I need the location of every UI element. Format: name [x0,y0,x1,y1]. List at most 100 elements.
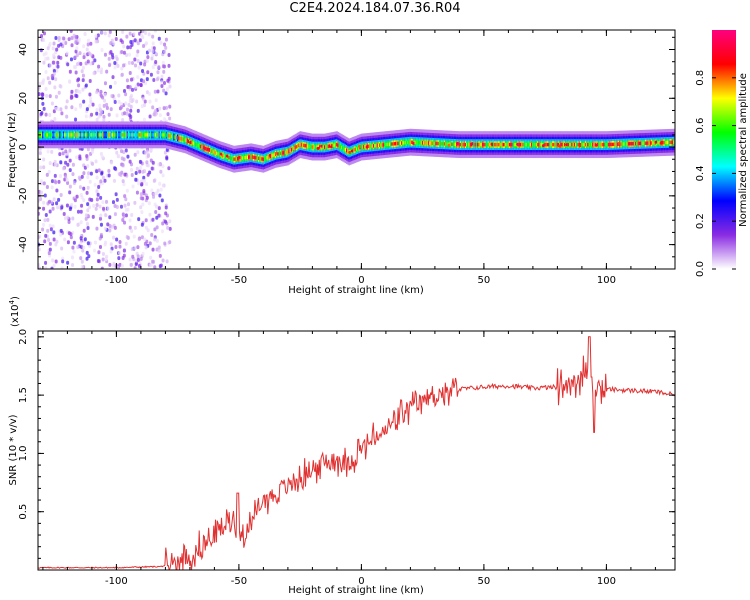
spectrogram-noise-cell [130,229,134,234]
spectrogram-ridge-cell [625,142,627,146]
spectrogram-noise-cell [53,159,57,164]
spectrogram-noise-cell [42,106,46,111]
spectrogram-noise-cell [54,180,58,185]
spectrogram-noise-cell [107,56,111,61]
spectrogram-noise-cell [47,251,51,256]
spectrogram-noise-cell [52,41,56,46]
spectrogram-noise-cell [135,53,139,58]
spectrogram-noise-cell [140,222,144,227]
spectrogram-noise-cell [144,218,148,223]
spectrogram-ridge-cell [284,150,287,155]
spectrogram-ridge-cell [497,142,500,147]
spectrogram-noise-cell [44,213,48,218]
spectrogram-ridge-cell [170,134,173,139]
colorbar-tick-label: 0.8 [695,70,706,86]
spectrogram-noise-cell [80,264,84,269]
spectrogram-ridge-cell [414,140,417,145]
spectrogram-ridge-cell [50,133,53,137]
spectrogram-noise-cell [88,205,92,210]
spectrogram-ridge-cell [646,141,648,145]
spectrogram-noise-cell [70,105,74,110]
spectrogram-ridge-cell [546,142,549,147]
spectrogram-ridge-cell [326,144,328,149]
spectrogram-noise-cell [126,154,130,159]
spectrogram-noise-cell [83,31,87,36]
spectrogram-noise-cell [114,192,118,197]
spectrogram-ridge-cell [272,153,275,158]
spectrogram-noise-cell [105,105,109,110]
spectrogram-ridge-cell [404,140,407,145]
spectrogram-noise-cell [73,55,77,60]
spectrogram-noise-cell [168,219,172,224]
spectrogram-ridge-cell [670,140,673,145]
spectrogram-ridge-cell [640,141,642,146]
spectrogram-ridge-cell [309,144,311,149]
spectrogram-ridge-cell [87,133,90,137]
spectrogram-noise-cell [71,263,75,268]
spectrogram-noise-cell [61,41,65,46]
spectrogram-noise-cell [76,78,80,83]
spectrogram-ridge-cell [47,133,49,137]
spectrogram-noise-cell [163,49,167,54]
spectrogram-noise-cell [100,48,104,53]
spectrogram-noise-cell [58,84,62,89]
spectrogram-noise-cell [113,65,117,70]
spectrogram-ridge-cell [60,133,63,137]
spectrogram-noise-cell [94,206,98,211]
spectrogram-noise-cell [112,261,116,266]
spectrogram-ridge-cell [245,155,248,160]
spectrogram-noise-cell [157,245,161,250]
spectrogram-ridge-cell [538,142,540,147]
spectrogram-ridge-cell [479,142,482,147]
spectrogram-ridge-cell [458,142,461,147]
spectrogram-ridge-cell [344,148,347,152]
spectrogram-noise-cell [95,117,99,122]
spectrogram-ridge-cell [406,140,408,145]
spectrogram-ridge-cell [551,142,554,147]
page-title: C2E4.2024.184.07.36.R04 [289,1,461,16]
spectrogram-ridge-cell [371,144,374,148]
spectrogram-noise-cell [103,81,107,86]
spectrogram-noise-cell [138,169,142,174]
spectrogram-ridge-cell [96,133,98,137]
spectrogram-ridge-cell [148,133,151,137]
spectrogram-ridge-cell [236,157,239,161]
spectrogram-noise-cell [72,249,76,254]
spectrogram-noise-cell [154,108,158,113]
spectrogram-noise-cell [87,171,91,176]
spectrogram-ridge-cell [116,133,119,137]
spectrogram-ridge-cell [630,142,632,146]
spectrogram-noise-cell [55,68,59,73]
spectrogram-ridge-cell [494,142,496,147]
spectrogram-ridge-cell [390,142,392,146]
spectrogram-ridge-cell [185,138,188,142]
spectrogram-ridge-cell [455,142,457,147]
spectrogram-noise-cell [128,71,132,76]
spectrogram-ridge-cell [304,143,306,148]
spectrogram-ridge-cell [564,142,566,147]
spectrogram-ridge-cell [52,133,54,137]
spectrogram-noise-cell [151,41,155,46]
colorbar-tick-label: 0.4 [695,165,706,181]
spectrogram-ridge-cell [554,142,556,147]
spectrogram-ridge-cell [202,145,205,150]
spectrogram-noise-cell [108,223,112,228]
spectrogram-noise-cell [75,194,79,199]
spectrogram-noise-cell [74,107,78,112]
spectrogram-ridge-cell [429,141,431,145]
spectrogram-noise-cell [142,175,146,180]
spectrogram-ridge-cell [180,137,183,141]
spectrogram-noise-cell [89,96,93,101]
spectrogram-noise-cell [74,34,78,39]
spectrogram-ridge-cell [577,142,580,147]
spectrogram-noise-cell [152,77,156,82]
spectrogram-noise-cell [113,60,117,65]
spectrogram-noise-cell [153,89,157,94]
spectrogram-noise-cell [59,107,63,112]
spectrogram-ridge-cell [588,142,591,147]
spectrogram-ridge-cell [602,142,604,147]
spectrogram-ridge-cell [150,133,152,137]
spectrogram-ridge-cell [223,154,226,158]
spectrogram-ridge-cell [230,156,233,161]
spectrogram-noise-cell [108,215,112,220]
